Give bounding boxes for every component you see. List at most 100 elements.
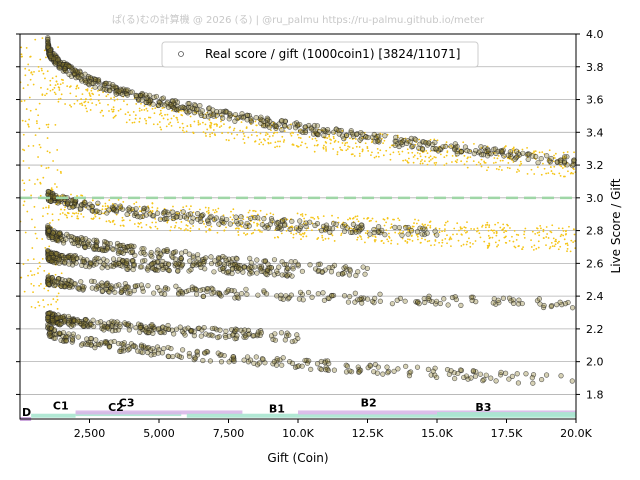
data-point: [116, 248, 122, 255]
data-point-yellow: [23, 290, 26, 293]
data-point-yellow: [397, 217, 400, 220]
data-point-yellow: [292, 233, 295, 236]
data-point: [158, 262, 164, 268]
data-point-yellow: [506, 166, 509, 169]
data-point-yellow: [401, 237, 404, 240]
data-point: [304, 360, 311, 366]
data-point-yellow: [134, 114, 137, 116]
data-point-yellow: [33, 70, 35, 73]
data-point-yellow: [40, 67, 43, 70]
data-point: [323, 225, 329, 231]
data-point: [193, 286, 199, 293]
data-point: [99, 265, 105, 271]
data-point-yellow: [545, 226, 548, 228]
data-point-yellow: [47, 206, 50, 209]
data-point-yellow: [296, 133, 299, 136]
data-point-yellow: [530, 246, 533, 248]
data-point-yellow: [81, 93, 84, 96]
data-point: [254, 270, 260, 276]
data-point: [160, 324, 166, 330]
data-point-yellow: [416, 151, 419, 154]
data-point-yellow: [332, 135, 335, 138]
data-point: [163, 326, 169, 332]
data-point-yellow: [440, 245, 443, 247]
data-point-yellow: [21, 179, 24, 182]
data-point-yellow: [116, 98, 119, 101]
data-point: [244, 220, 250, 227]
data-point: [448, 368, 454, 374]
data-point-yellow: [276, 236, 279, 238]
data-point: [63, 338, 69, 344]
data-point: [161, 209, 167, 215]
data-point: [342, 228, 348, 234]
data-point-yellow: [57, 86, 60, 89]
data-point-yellow: [451, 154, 454, 157]
data-point: [430, 368, 436, 374]
data-point-yellow: [70, 215, 73, 218]
data-point-yellow: [202, 131, 205, 134]
data-point: [185, 325, 191, 331]
band-label-c3: C3: [119, 396, 135, 409]
data-point-yellow: [169, 121, 172, 124]
data-point-yellow: [554, 152, 557, 155]
data-point: [190, 262, 196, 268]
data-point-yellow: [113, 99, 116, 102]
data-point: [110, 256, 117, 262]
data-point-yellow: [434, 227, 437, 230]
data-point-yellow: [20, 276, 23, 279]
data-point: [391, 368, 397, 374]
data-point: [51, 327, 58, 333]
data-point-yellow: [242, 218, 245, 221]
data-point-yellow: [424, 155, 427, 158]
data-point: [468, 375, 474, 381]
data-point: [352, 290, 358, 296]
data-point: [241, 357, 247, 363]
data-point-yellow: [79, 102, 81, 105]
data-point-yellow: [488, 226, 491, 228]
data-point: [344, 225, 350, 231]
data-point-yellow: [382, 142, 384, 145]
data-point-yellow: [39, 58, 42, 61]
data-point-yellow: [332, 137, 335, 140]
data-point-yellow: [233, 137, 236, 140]
data-point-yellow: [414, 218, 416, 221]
data-point: [151, 290, 157, 296]
data-point-yellow: [374, 235, 377, 238]
data-point-yellow: [260, 141, 263, 144]
data-point-yellow: [526, 147, 528, 149]
data-point: [186, 287, 192, 294]
data-point-yellow: [122, 201, 125, 203]
data-point: [244, 291, 250, 297]
data-point: [69, 336, 75, 342]
data-point-yellow: [548, 149, 551, 152]
data-point-yellow: [48, 151, 51, 154]
data-point-yellow: [572, 172, 574, 175]
data-point-yellow: [533, 173, 536, 175]
data-point-yellow: [213, 219, 216, 222]
data-point: [520, 150, 526, 156]
data-point: [107, 88, 113, 94]
data-point: [278, 223, 284, 229]
data-point-yellow: [370, 219, 372, 222]
data-point: [253, 354, 259, 360]
data-point: [321, 297, 328, 303]
data-point-yellow: [313, 144, 316, 147]
data-point: [204, 288, 210, 295]
data-point-yellow: [428, 160, 431, 163]
data-point: [203, 255, 209, 261]
data-point-yellow: [379, 149, 382, 152]
data-point: [114, 244, 120, 250]
data-point-yellow: [156, 123, 159, 126]
data-point-yellow: [418, 138, 421, 141]
data-point-yellow: [183, 229, 186, 232]
data-point-yellow: [559, 235, 562, 238]
data-point-yellow: [279, 140, 281, 143]
data-point-yellow: [298, 136, 300, 139]
data-point-yellow: [267, 138, 269, 140]
data-point: [269, 218, 275, 224]
data-point: [254, 257, 260, 263]
data-point-yellow: [248, 209, 251, 212]
data-point-yellow: [77, 212, 80, 215]
data-point-yellow: [154, 107, 157, 109]
data-point-yellow: [101, 208, 104, 211]
